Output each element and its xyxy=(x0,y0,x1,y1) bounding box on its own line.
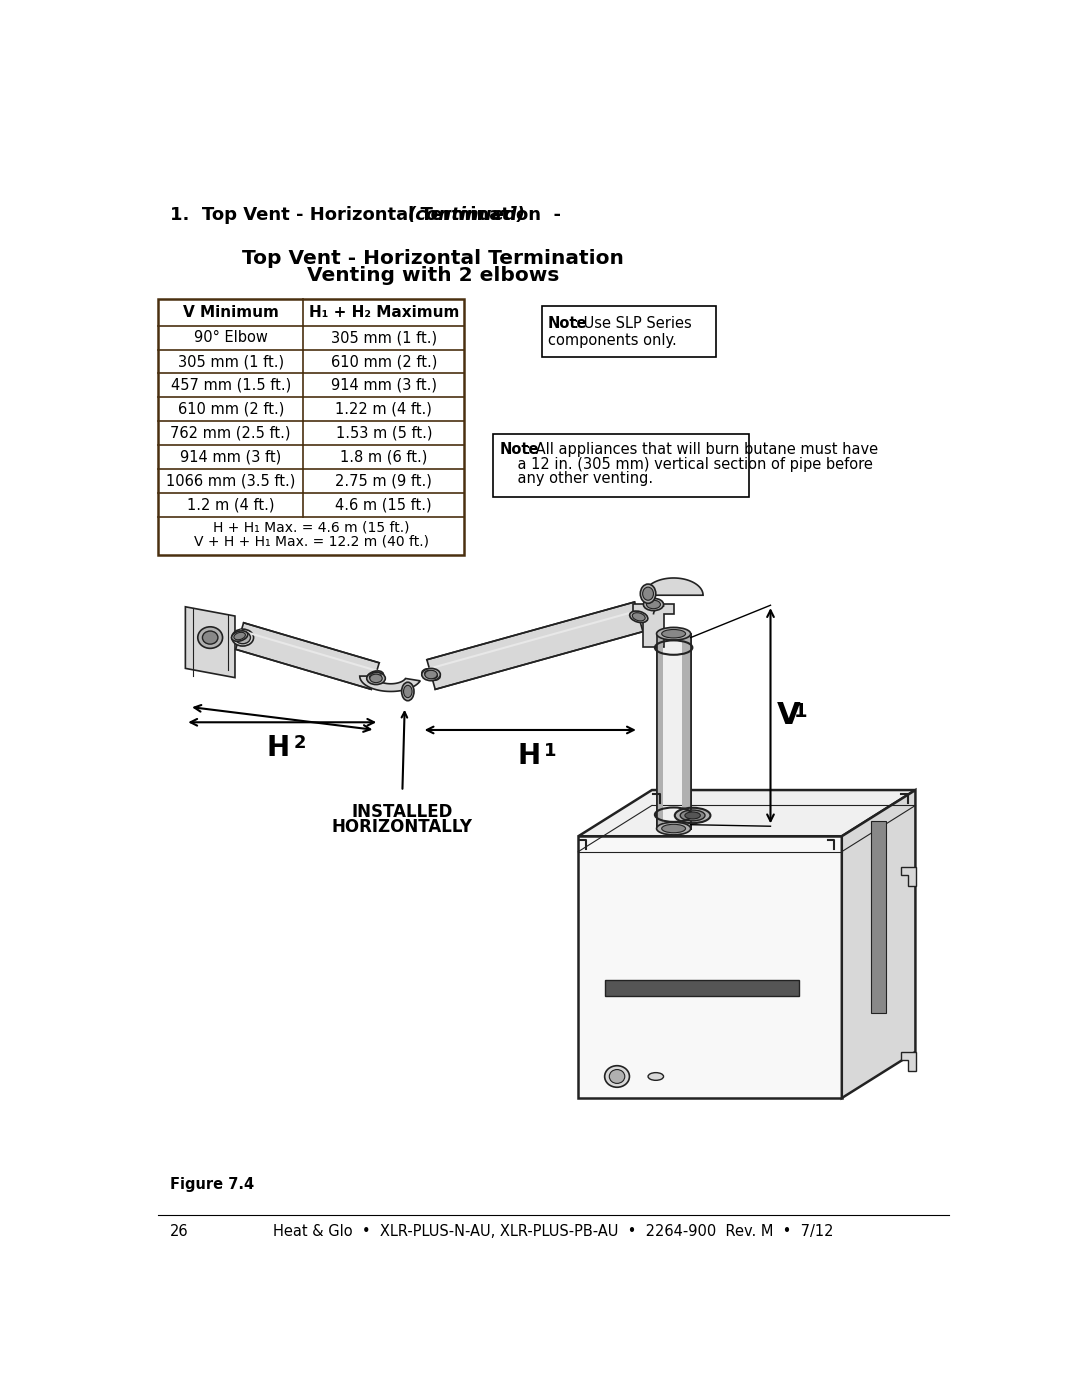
Bar xyxy=(657,634,663,828)
Text: 1.22 m (4 ft.): 1.22 m (4 ft.) xyxy=(335,402,432,417)
Polygon shape xyxy=(235,623,379,690)
Text: 1.  Top Vent - Horizontal Termination  -: 1. Top Vent - Horizontal Termination - xyxy=(170,207,567,224)
Ellipse shape xyxy=(369,674,382,683)
Ellipse shape xyxy=(657,627,691,641)
Text: Venting with 2 elbows: Venting with 2 elbows xyxy=(307,266,559,285)
Text: components only.: components only. xyxy=(548,333,677,348)
Ellipse shape xyxy=(369,673,381,680)
Text: 1066 mm (3.5 ft.): 1066 mm (3.5 ft.) xyxy=(166,473,296,488)
Text: : Use SLP Series: : Use SLP Series xyxy=(575,316,692,332)
Text: 1: 1 xyxy=(794,702,808,720)
Polygon shape xyxy=(427,602,643,690)
Ellipse shape xyxy=(424,670,437,679)
Ellipse shape xyxy=(685,811,700,818)
Ellipse shape xyxy=(422,669,441,681)
Ellipse shape xyxy=(640,583,656,603)
Ellipse shape xyxy=(422,669,441,680)
Text: 457 mm (1.5 ft.): 457 mm (1.5 ft.) xyxy=(171,378,291,393)
Bar xyxy=(683,634,691,828)
Text: 610 mm (2 ft.): 610 mm (2 ft.) xyxy=(177,402,284,417)
Ellipse shape xyxy=(235,631,251,644)
Text: Top Vent - Horizontal Termination: Top Vent - Horizontal Termination xyxy=(242,249,624,267)
Text: a 12 in. (305 mm) vertical section of pipe before: a 12 in. (305 mm) vertical section of pi… xyxy=(499,456,873,471)
Text: Note: Note xyxy=(499,442,539,457)
Polygon shape xyxy=(606,981,799,996)
Text: V + H + H₁ Max. = 12.2 m (40 ft.): V + H + H₁ Max. = 12.2 m (40 ft.) xyxy=(193,534,429,548)
Text: : All appliances that will burn butane must have: : All appliances that will burn butane m… xyxy=(526,442,878,457)
Ellipse shape xyxy=(632,613,645,621)
Ellipse shape xyxy=(231,631,247,641)
Ellipse shape xyxy=(680,810,705,821)
Polygon shape xyxy=(644,578,703,595)
Text: 305 mm (1 ft.): 305 mm (1 ft.) xyxy=(330,330,436,346)
Text: 1.2 m (4 ft.): 1.2 m (4 ft.) xyxy=(187,497,274,512)
Text: 1.8 m (6 ft.): 1.8 m (6 ft.) xyxy=(340,449,428,464)
Ellipse shape xyxy=(657,823,691,835)
Text: Note: Note xyxy=(548,316,588,332)
Polygon shape xyxy=(872,821,886,1013)
Ellipse shape xyxy=(202,631,218,644)
Ellipse shape xyxy=(404,686,413,698)
Ellipse shape xyxy=(605,1066,630,1087)
Text: 1: 1 xyxy=(544,741,556,760)
Polygon shape xyxy=(186,607,235,677)
Bar xyxy=(657,634,691,828)
Text: (continued): (continued) xyxy=(407,207,526,224)
Ellipse shape xyxy=(609,1070,625,1083)
Ellipse shape xyxy=(402,683,414,701)
Polygon shape xyxy=(578,837,841,1098)
Text: Heat & Glo  •  XLR-PLUS-N-AU, XLR-PLUS-PB-AU  •  2264-900  Rev. M  •  7/12: Heat & Glo • XLR-PLUS-N-AU, XLR-PLUS-PB-… xyxy=(273,1224,834,1240)
Text: 1.53 m (5 ft.): 1.53 m (5 ft.) xyxy=(336,425,432,441)
Bar xyxy=(542,306,716,357)
Polygon shape xyxy=(578,790,916,837)
Text: 914 mm (3 ft): 914 mm (3 ft) xyxy=(180,449,281,464)
Text: V Minimum: V Minimum xyxy=(183,305,279,320)
Polygon shape xyxy=(360,676,420,691)
Text: Figure 7.4: Figure 7.4 xyxy=(170,1177,254,1192)
Ellipse shape xyxy=(234,632,245,639)
Polygon shape xyxy=(240,628,378,676)
Ellipse shape xyxy=(424,670,437,679)
Text: INSTALLED: INSTALLED xyxy=(352,803,454,821)
Ellipse shape xyxy=(648,1073,663,1080)
Polygon shape xyxy=(841,790,916,1098)
Text: 610 mm (2 ft.): 610 mm (2 ft.) xyxy=(330,354,437,369)
Text: 4.6 m (15 ft.): 4.6 m (15 ft.) xyxy=(336,497,432,512)
Polygon shape xyxy=(901,1052,916,1072)
Polygon shape xyxy=(633,604,674,646)
Ellipse shape xyxy=(367,672,383,681)
Ellipse shape xyxy=(643,588,653,600)
Text: H + H₁ Max. = 4.6 m (15 ft.): H + H₁ Max. = 4.6 m (15 ft.) xyxy=(213,520,409,534)
Ellipse shape xyxy=(662,824,686,832)
Polygon shape xyxy=(901,867,916,887)
Bar xyxy=(494,434,748,497)
Ellipse shape xyxy=(198,627,222,648)
Ellipse shape xyxy=(644,599,663,610)
Ellipse shape xyxy=(675,807,711,823)
Text: 2: 2 xyxy=(294,734,307,751)
Text: 2.75 m (9 ft.): 2.75 m (9 ft.) xyxy=(335,473,432,488)
Text: 914 mm (3 ft.): 914 mm (3 ft.) xyxy=(330,378,436,393)
Polygon shape xyxy=(429,609,638,674)
Ellipse shape xyxy=(647,600,661,609)
Text: H: H xyxy=(267,734,289,762)
Text: 762 mm (2.5 ft.): 762 mm (2.5 ft.) xyxy=(171,425,291,441)
Ellipse shape xyxy=(367,673,386,684)
Ellipse shape xyxy=(662,630,686,638)
Ellipse shape xyxy=(232,630,254,646)
Text: any other venting.: any other venting. xyxy=(499,471,653,487)
Text: 90° Elbow: 90° Elbow xyxy=(193,330,268,346)
Text: 305 mm (1 ft.): 305 mm (1 ft.) xyxy=(177,354,284,369)
Text: V: V xyxy=(777,701,800,730)
Text: 26: 26 xyxy=(170,1224,189,1240)
Ellipse shape xyxy=(630,611,648,623)
Text: H: H xyxy=(517,741,540,769)
Text: H₁ + H₂ Maximum: H₁ + H₂ Maximum xyxy=(309,305,459,320)
Text: HORIZONTALLY: HORIZONTALLY xyxy=(332,818,473,835)
Bar xyxy=(159,299,464,555)
